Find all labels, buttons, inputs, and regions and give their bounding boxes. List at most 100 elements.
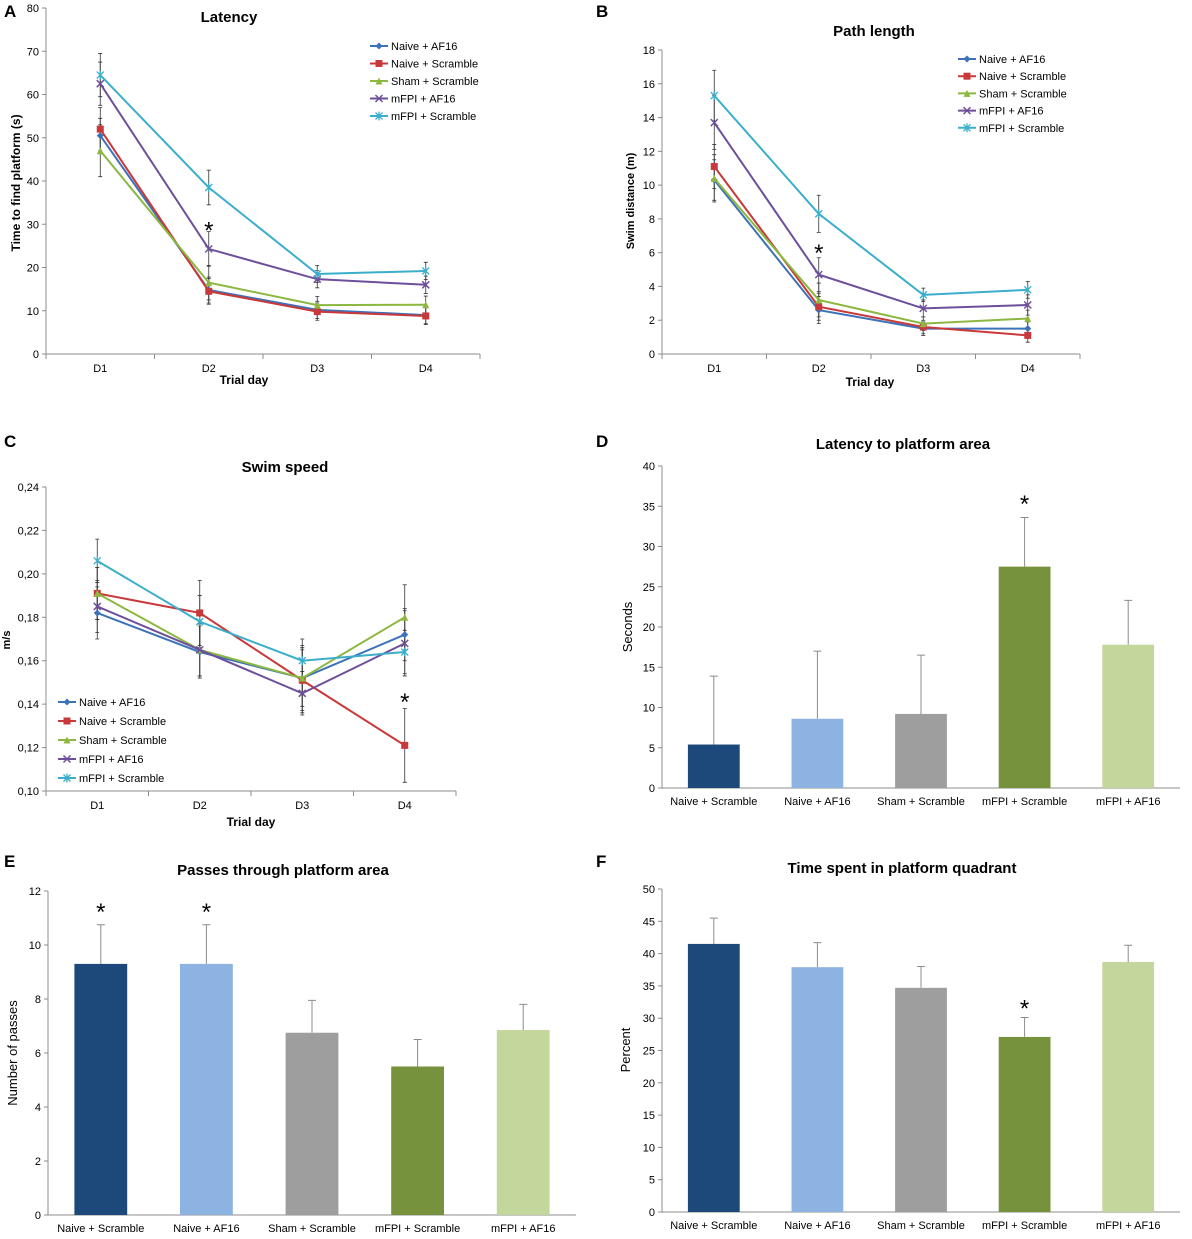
triangle-marker [298,674,306,682]
legend-label: Sham + Scramble [79,735,167,747]
y-tick-label: 10 [643,1142,655,1154]
chart-title: Path length [833,23,915,40]
line-chart-A: A Latency 0 10 20 30 40 50 60 70 80 Time to find pl… [4,2,481,387]
x-marker [962,106,972,115]
x-marker [93,602,102,611]
diamond-marker [93,609,101,617]
legend-label: mFPI + AF16 [391,94,456,106]
chart-title: Latency [201,9,258,26]
bar-chart-D: D Latency to platform area 0 5 10 15 20 25 30 35 4… [596,432,1180,808]
y-axis-label: Number of passes [5,1000,20,1106]
star-marker [93,556,102,566]
legend-entry: mFPI + AF16 [58,754,144,766]
legend-label: mFPI + AF16 [79,754,144,766]
star-marker [375,111,383,121]
x-tick-label: D2 [193,800,207,812]
x-tick-label: Naive + AF16 [173,1223,239,1235]
x-tick-label: Naive + Scramble [670,796,757,808]
triangle-marker [63,736,71,744]
error-bar [709,675,718,745]
y-tick-label: 0,12 [18,743,39,755]
significance-star: * [814,240,823,267]
bar [998,1036,1051,1212]
legend-entry: Sham + Scramble [958,88,1067,100]
y-tick-label: 0,10 [18,786,39,798]
error-bar [202,924,211,964]
error-bar [1020,1017,1029,1037]
legend-label: Naive + Scramble [79,716,166,728]
error-bar [519,1003,528,1031]
significance-star: * [1020,491,1029,518]
series-line [96,592,406,680]
chart-title: Time spent in platform quadrant [788,860,1017,877]
star-marker [400,647,409,657]
x-tick-label: Naive + AF16 [784,1220,850,1232]
star-marker [63,773,71,783]
error-bar [413,1039,422,1067]
legend-entry: mFPI + AF16 [370,94,456,106]
y-tick-label: 0,22 [18,525,39,537]
y-axis-label: Seconds [620,601,635,652]
diamond-marker [401,631,409,639]
panel-letter: D [596,432,608,451]
y-tick-label: 0,24 [18,482,39,494]
bar [687,744,740,788]
y-tick-label: 40 [27,176,39,188]
line-chart-C: C Swim speed 0,10 0,12 0,14 0,16 0,18 0,20 0,22 0… [1,432,457,829]
significance-star: * [202,899,211,926]
x-tick-label: D1 [93,363,107,375]
square-marker [815,303,823,311]
y-tick-label: 50 [27,133,39,145]
y-tick-label: 15 [643,662,655,674]
y-tick-label: 0,14 [18,699,39,711]
error-bar [813,942,822,968]
bar [74,963,128,1215]
x-marker [400,639,409,648]
x-tick-label: D2 [812,363,826,375]
error-bar [1124,599,1133,645]
legend-label: Naive + Scramble [391,59,478,71]
x-tick-label: Naive + AF16 [784,796,850,808]
y-tick-label: 0,16 [18,656,39,668]
y-tick-label: 2 [649,315,655,327]
triangle-marker [96,147,104,155]
star-marker [298,656,307,666]
error-bar [917,966,925,988]
series-line [96,605,406,695]
star-marker [96,70,105,80]
series-line [99,74,426,275]
series-line [99,135,426,317]
y-tick-label: 50 [643,884,655,896]
square-marker [205,287,213,295]
series-line [99,83,426,286]
significance-star: * [400,689,409,716]
legend-entry: Naive + AF16 [958,54,1045,66]
y-tick-label: 0 [649,1207,655,1219]
y-tick-label: 10 [643,703,655,715]
chart-title: Latency to platform area [816,436,991,453]
triangle-marker [313,301,321,309]
significance-star: * [96,899,105,926]
error-bar [1020,517,1029,567]
x-marker [374,94,384,103]
x-tick-label: mFPI + AF16 [491,1223,556,1235]
star-marker [204,182,213,192]
legend-label: mFPI + AF16 [979,106,1044,118]
square-marker [1024,331,1032,339]
x-tick-label: D3 [916,363,930,375]
y-tick-label: 10 [29,940,41,952]
y-tick-label: 0,20 [18,569,39,581]
line-chart-B: B Path length 0 2 4 6 8 10 12 14 16 18 Swim distance… [596,2,1081,389]
y-axis-label: Swim distance (m) [625,152,637,249]
x-tick-label: Sham + Scramble [877,1220,965,1232]
y-tick-label: 20 [27,263,39,275]
y-tick-label: 35 [643,981,655,993]
square-marker [375,60,383,67]
x-marker [62,754,72,764]
y-tick-label: 0,18 [18,612,39,624]
x-tick-label: Sham + Scramble [877,796,965,808]
series-line [713,177,1028,325]
panel-letter: F [596,852,606,871]
x-marker [421,280,430,289]
